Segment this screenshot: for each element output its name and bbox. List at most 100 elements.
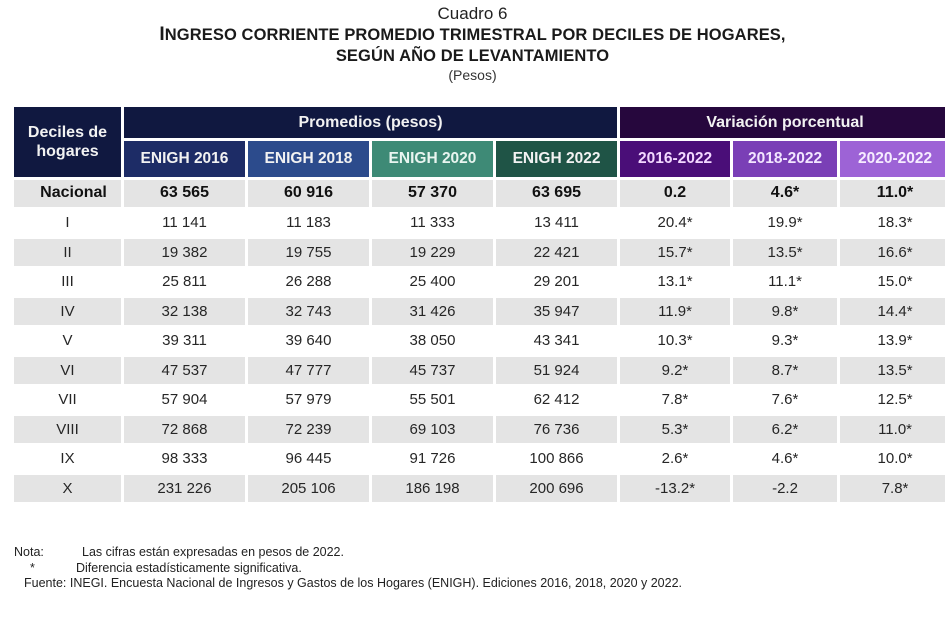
asterisk-text: Diferencia estadísticamente significativ… — [76, 560, 302, 575]
header-enigh-2022: ENIGH 2022 — [496, 141, 618, 177]
decile-label: III — [61, 273, 74, 291]
table-body: Nacional 63 565 60 916 57 370 63 695 0.2 4.6* 1… — [14, 180, 945, 502]
cell-var-2020-2022: 12.5* — [877, 391, 913, 409]
cell-enigh-2022: 51 924 — [496, 357, 618, 384]
cell-var-2020-2022: 10.0* — [877, 450, 913, 468]
cell-enigh-2018: 96 445 — [285, 450, 332, 468]
asterisk-symbol: * — [30, 560, 35, 575]
cell-var-2020-2022: 7.8* — [840, 475, 945, 502]
cell-var-2020-2022: 11.0* — [840, 180, 945, 207]
cell-var-2020-2022: 14.4* — [840, 298, 945, 325]
cell-enigh-2020: 91 726 — [409, 450, 456, 468]
cell-enigh-2020: 55 501 — [409, 391, 456, 409]
cell-enigh-2018: 26 288 — [285, 273, 332, 291]
table-row: VI 47 537 47 777 45 737 51 924 9.2* 8.7* 13.5* — [14, 357, 945, 384]
table-row: IV 32 138 32 743 31 426 35 947 11.9* 9.8* 14.4* — [14, 298, 945, 325]
income-deciles-table: Deciles de hogares Promedios (pesos) Var… — [11, 104, 945, 505]
decile-label: II — [14, 239, 121, 266]
cell-enigh-2016: 11 141 — [162, 214, 207, 232]
cell-var-2020-2022: 15.0* — [877, 273, 913, 291]
header-enigh-2018: ENIGH 2018 — [248, 141, 369, 177]
cell-var-2020-2022: 13.9* — [877, 332, 913, 350]
cell-var-2018-2022: 9.8* — [733, 298, 838, 325]
title-initial: I — [159, 24, 165, 45]
source-note: Fuente: INEGI. Encuesta Nacional de Ingr… — [24, 576, 683, 590]
cell-enigh-2018: 32 743 — [248, 298, 369, 325]
cell-enigh-2016: 57 904 — [161, 391, 208, 409]
cell-enigh-2018: 60 916 — [248, 180, 369, 207]
cell-var-2018-2022: 8.7* — [733, 357, 838, 384]
cell-enigh-2022: 200 696 — [496, 475, 618, 502]
cell-enigh-2018: 47 777 — [248, 357, 369, 384]
cell-var-2016-2022: 13.1* — [657, 273, 693, 291]
cell-var-2016-2022: 0.2 — [620, 180, 731, 207]
table-row-nacional: Nacional 63 565 60 916 57 370 63 695 0.2 4.6* 1… — [14, 180, 945, 207]
cell-enigh-2020: 186 198 — [372, 475, 493, 502]
cell-var-2016-2022: 5.3* — [620, 416, 731, 443]
table-notes: Nota: Las cifras están expresadas en pes… — [14, 545, 682, 592]
cell-enigh-2022: 43 341 — [533, 332, 580, 350]
cell-enigh-2016: 47 537 — [124, 357, 245, 384]
decile-label: IX — [60, 450, 75, 468]
note-text: Las cifras están expresadas en pesos de … — [82, 545, 344, 559]
cell-var-2016-2022: 10.3* — [657, 332, 693, 350]
cell-enigh-2020: 31 426 — [372, 298, 493, 325]
cell-enigh-2016: 32 138 — [124, 298, 245, 325]
asterisk-row: * Diferencia estadísticamente significat… — [14, 561, 682, 577]
cell-enigh-2018: 57 979 — [285, 391, 332, 409]
cell-enigh-2020: 69 103 — [372, 416, 493, 443]
header-enigh-2016: ENIGH 2016 — [124, 141, 245, 177]
cell-enigh-2022: 63 695 — [496, 180, 618, 207]
cell-enigh-2020: 45 737 — [372, 357, 493, 384]
header-enigh-2020: ENIGH 2020 — [372, 141, 493, 177]
cell-var-2016-2022: 15.7* — [620, 239, 731, 266]
table-units: (Pesos) — [448, 67, 497, 83]
cell-var-2018-2022: 6.2* — [733, 416, 838, 443]
cell-var-2018-2022: 7.6* — [771, 391, 799, 409]
cell-enigh-2016: 72 868 — [124, 416, 245, 443]
cell-enigh-2018: 205 106 — [248, 475, 369, 502]
decile-label: VI — [14, 357, 121, 384]
cell-var-2020-2022: 18.3* — [877, 214, 913, 232]
cell-enigh-2020: 25 400 — [409, 273, 456, 291]
title-rest: NGRESO CORRIENTE PROMEDIO TRIMESTRAL POR… — [164, 26, 786, 44]
cell-var-2018-2022: 13.5* — [733, 239, 838, 266]
cell-enigh-2022: 35 947 — [496, 298, 618, 325]
decile-label: V — [62, 332, 73, 350]
cell-var-2016-2022: 20.4* — [657, 214, 693, 232]
cell-enigh-2022: 13 411 — [534, 214, 579, 232]
decile-label: IV — [14, 298, 121, 325]
table-row: VII 57 904 57 979 55 501 62 412 7.8* 7.6* 12.5* — [14, 387, 945, 414]
cell-enigh-2020: 19 229 — [372, 239, 493, 266]
cell-var-2020-2022: 13.5* — [840, 357, 945, 384]
cell-enigh-2016: 25 811 — [162, 273, 207, 291]
cell-enigh-2018: 39 640 — [285, 332, 332, 350]
cell-var-2016-2022: 11.9* — [620, 298, 731, 325]
cell-enigh-2016: 19 382 — [124, 239, 245, 266]
decile-label: X — [14, 475, 121, 502]
decile-label: I — [65, 214, 70, 232]
table-row: IX 98 333 96 445 91 726 100 866 2.6* 4.6* 10.0* — [14, 446, 945, 473]
table-title-line1: INGRESO CORRIENTE PROMEDIO TRIMESTRAL PO… — [0, 24, 945, 46]
cuadro-number: Cuadro 6 — [437, 4, 508, 23]
table-row: I 11 141 11 183 11 333 13 411 20.4* 19.9* 18.3* — [14, 210, 945, 237]
decile-label: Nacional — [14, 180, 121, 207]
cell-var-2018-2022: 19.9* — [767, 214, 803, 232]
cell-var-2018-2022: 4.6* — [771, 450, 799, 468]
cell-var-2020-2022: 11.0* — [840, 416, 945, 443]
table-row: II 19 382 19 755 19 229 22 421 15.7* 13.5* 16.6… — [14, 239, 945, 266]
cell-var-2016-2022: 2.6* — [661, 450, 689, 468]
header-var-2018-2022: 2018-2022 — [733, 141, 838, 177]
note-row: Nota: Las cifras están expresadas en pes… — [14, 545, 682, 561]
cell-var-2016-2022: 9.2* — [620, 357, 731, 384]
table-row: V 39 311 39 640 38 050 43 341 10.3* 9.3* 13.9* — [14, 328, 945, 355]
decile-label: VII — [58, 391, 77, 409]
note-label: Nota: — [14, 545, 44, 559]
cell-var-2020-2022: 16.6* — [840, 239, 945, 266]
header-var-2020-2022: 2020-2022 — [840, 141, 945, 177]
cell-var-2018-2022: -2.2 — [733, 475, 838, 502]
cell-enigh-2020: 11 333 — [410, 214, 455, 232]
cell-enigh-2022: 76 736 — [496, 416, 618, 443]
table-row: X 231 226 205 106 186 198 200 696 -13.2* -2.2 7… — [14, 475, 945, 502]
cell-enigh-2018: 11 183 — [286, 214, 331, 232]
